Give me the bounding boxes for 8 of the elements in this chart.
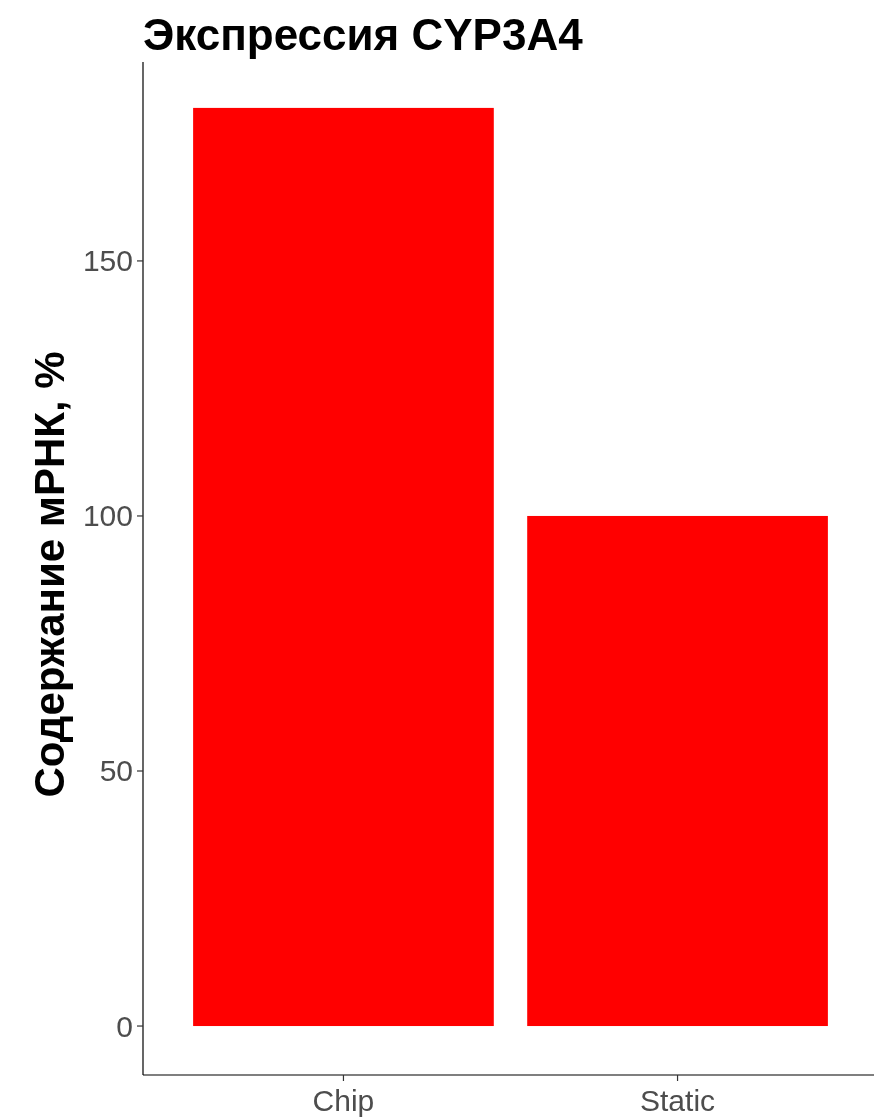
y-tick-label: 100 xyxy=(82,499,133,533)
y-tick-label: 0 xyxy=(116,1009,133,1043)
y-axis-title: Содержание мРНК, % xyxy=(26,351,73,798)
x-tick-label: Chip xyxy=(312,1084,375,1117)
x-tick-label: Static xyxy=(640,1084,716,1117)
y-tick-label: 150 xyxy=(82,244,133,278)
y-tick-label: 50 xyxy=(99,754,133,788)
chart-title: Экспрессия CYP3A4 xyxy=(143,10,584,59)
